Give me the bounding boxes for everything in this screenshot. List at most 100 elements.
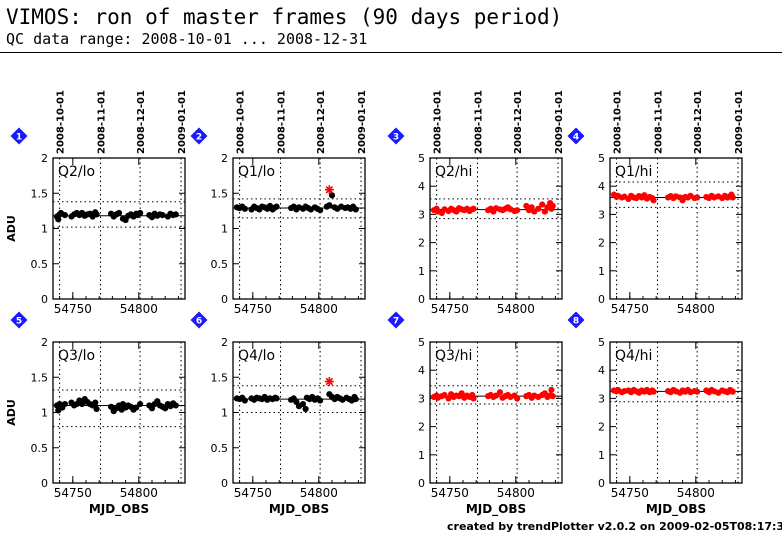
panel-label: Q4/hi <box>615 348 652 364</box>
panel-number: 8 <box>573 317 579 327</box>
x-tick-label: 54800 <box>497 486 535 500</box>
date-tick-label: 2008-11-01 <box>474 90 485 154</box>
date-tick-label: 2008-10-01 <box>236 90 247 154</box>
y-tick-label: 2 <box>41 152 48 165</box>
data-point <box>694 388 701 395</box>
data-point <box>326 202 333 209</box>
y-tick-label: 3 <box>418 208 425 221</box>
y-tick-label: 0 <box>41 477 48 490</box>
y-tick-label: 2 <box>418 421 425 434</box>
x-tick-label: 54800 <box>300 302 338 316</box>
panel-8: 0 1 2 3 4 5 54750 54800 Q4/hi 8 MJD_OBS <box>567 311 743 517</box>
data-point <box>496 389 504 396</box>
data-point <box>549 202 556 210</box>
panel-number: 5 <box>16 317 22 327</box>
data-point <box>92 399 99 406</box>
data-point <box>241 205 248 212</box>
x-tick-label: 54800 <box>497 302 535 316</box>
x-tick-label: 54750 <box>431 302 469 316</box>
data-point <box>470 205 477 212</box>
plot-frame <box>429 157 563 300</box>
date-tick-label: 2009-01-01 <box>177 90 188 154</box>
y-tick-label: 3 <box>598 392 605 405</box>
date-tick-label: 2009-01-01 <box>734 90 745 154</box>
data-point <box>273 395 280 402</box>
panel-label: Q3/hi <box>435 348 472 364</box>
y-axis-label: ADU <box>5 215 18 242</box>
y-tick-label: 2 <box>41 336 48 349</box>
y-tick-label: 1 <box>221 223 228 236</box>
x-tick-label: 54750 <box>54 302 92 316</box>
panel-label: Q1/hi <box>615 164 652 180</box>
x-tick-label: 54750 <box>431 486 469 500</box>
panel-label: Q2/hi <box>435 164 472 180</box>
y-tick-label: 0 <box>221 477 228 490</box>
x-axis-label: MJD_OBS <box>466 502 526 517</box>
data-point <box>317 207 324 214</box>
y-tick-label: 1 <box>418 449 425 462</box>
y-tick-label: 3 <box>418 392 425 405</box>
data-point <box>137 400 144 408</box>
y-tick-label: 1 <box>221 407 228 420</box>
panel-number-badge <box>190 127 208 145</box>
y-tick-label: 5 <box>598 152 605 165</box>
panel-2: 0 0.5 1 1.5 2 54750 54800 Q1/lo 2 2008-10-01 2008-… <box>190 90 368 316</box>
y-tick-label: 2 <box>418 237 425 250</box>
data-point <box>55 216 62 223</box>
x-tick-label: 54750 <box>611 486 649 500</box>
panel-6: 0 0.5 1 1.5 2 54750 54800 Q4/lo 6 MJD_OBS <box>190 311 366 517</box>
outlier-marker <box>324 185 334 195</box>
data-point <box>133 404 140 411</box>
date-tick-label: 2008-11-01 <box>654 90 665 154</box>
x-tick-label: 54750 <box>611 302 649 316</box>
y-tick-label: 5 <box>418 152 425 165</box>
panel-number: 4 <box>573 133 579 143</box>
y-tick-label: 2 <box>598 237 605 250</box>
data-point <box>159 212 166 219</box>
panel-7: 0 1 2 3 4 5 54750 54800 Q3/hi 7 MJD_OBS <box>387 311 563 517</box>
y-tick-label: 2 <box>598 421 605 434</box>
y-tick-label: 1 <box>41 407 48 420</box>
y-tick-label: 4 <box>598 364 605 377</box>
outlier-marker <box>324 376 334 386</box>
panel-number-badge <box>567 127 585 145</box>
y-axis-label: ADU <box>5 399 18 426</box>
x-tick-label: 54800 <box>120 486 158 500</box>
page-subtitle: QC data range: 2008-10-01 ... 2008-12-31 <box>6 30 368 48</box>
data-point <box>328 192 336 199</box>
panel-number-badge <box>567 311 585 329</box>
data-point <box>172 402 179 409</box>
x-axis-label: MJD_OBS <box>646 502 706 517</box>
panel-number: 1 <box>16 133 22 143</box>
x-tick-label: 54750 <box>54 486 92 500</box>
data-point <box>729 388 736 395</box>
data-point <box>535 205 542 212</box>
data-point <box>729 194 736 201</box>
y-tick-label: 0 <box>598 477 605 490</box>
x-tick-label: 54800 <box>677 302 715 316</box>
data-point <box>650 388 657 395</box>
data-point <box>93 405 100 413</box>
panel-number-badge <box>190 311 208 329</box>
data-point <box>93 211 100 218</box>
panel-5: 0 0.5 1 1.5 2 54750 54800 Q3/lo 5 ADU MJD_OBS <box>5 311 186 517</box>
y-tick-label: 0.5 <box>211 258 229 271</box>
plot-frame <box>429 341 563 484</box>
y-tick-label: 0 <box>221 293 228 306</box>
panel-4: 0 1 2 3 4 5 54750 54800 Q1/hi 4 2008-10-01 2008-11-… <box>567 90 745 316</box>
panel-number: 6 <box>196 317 202 327</box>
data-point <box>352 396 359 403</box>
x-tick-label: 54750 <box>234 486 272 500</box>
date-tick-label: 2008-12-01 <box>316 90 327 154</box>
panel-number: 7 <box>393 317 399 327</box>
y-tick-label: 1.5 <box>211 187 229 200</box>
y-tick-label: 0 <box>418 477 425 490</box>
y-tick-label: 1 <box>41 223 48 236</box>
data-point <box>302 405 309 413</box>
page-title: VIMOS: ron of master frames (90 days per… <box>6 5 563 29</box>
y-tick-label: 5 <box>418 336 425 349</box>
x-axis-label: MJD_OBS <box>269 502 329 517</box>
panel-label: Q1/lo <box>238 164 275 180</box>
plot-frame <box>609 341 743 484</box>
data-point <box>61 212 68 219</box>
